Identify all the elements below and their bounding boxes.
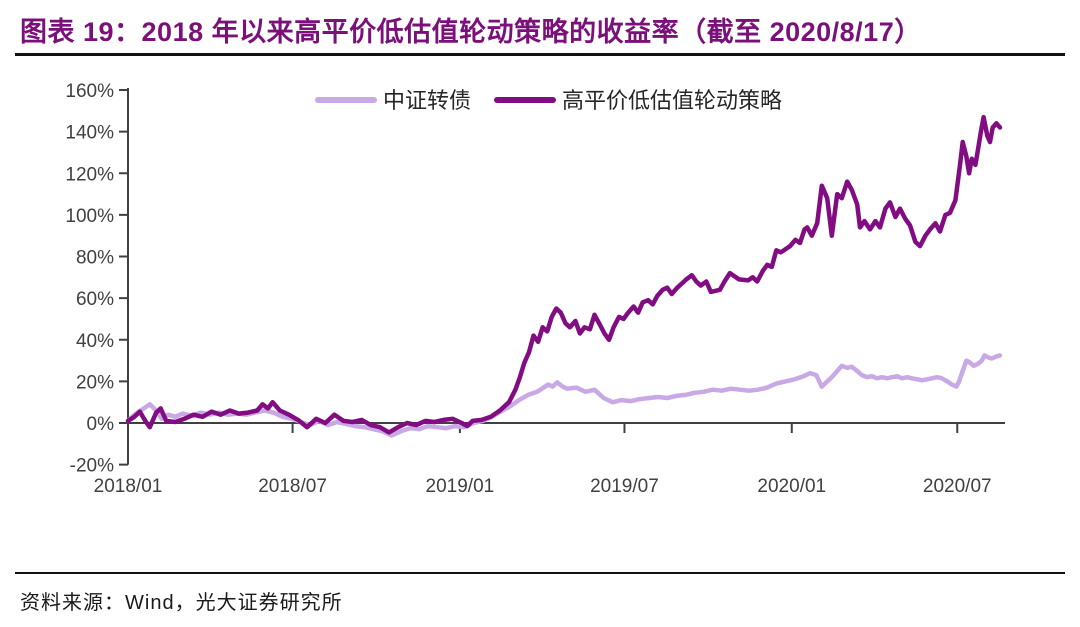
title-divider xyxy=(15,53,1065,56)
chart-legend: 中证转债 高平价低估值轮动策略 xyxy=(315,88,782,113)
chart-series xyxy=(125,114,1003,438)
x-tick-label: 2019/07 xyxy=(590,476,659,497)
source-note: 资料来源：Wind，光大证券研究所 xyxy=(20,592,343,614)
legend-label-csi-bond: 中证转债 xyxy=(383,88,471,113)
y-tick-label: 160% xyxy=(65,81,114,102)
legend-label-strategy: 高平价低估值轮动策略 xyxy=(562,88,782,113)
x-tick-label: 2018/07 xyxy=(258,476,327,497)
chart-axes: -20% 0% 20% 40% 60% 80% 100% 120% 140% 160% 2018/0… xyxy=(65,81,1005,497)
y-tick-label: 60% xyxy=(76,289,114,310)
y-tick-label: 120% xyxy=(65,164,114,185)
y-tick-label: 80% xyxy=(76,248,114,269)
y-tick-label: 140% xyxy=(65,123,114,144)
x-tick-label: 2018/01 xyxy=(94,476,163,497)
y-tick-label: 20% xyxy=(76,372,114,393)
x-tick-label: 2019/01 xyxy=(426,476,495,497)
x-tick-label: 2020/07 xyxy=(923,476,992,497)
y-tick-label: 100% xyxy=(65,206,114,227)
y-tick-label: 40% xyxy=(76,331,114,352)
figure-title: 图表 19：2018 年以来高平价低估值轮动策略的收益率（截至 2020/8/1… xyxy=(20,17,922,47)
series-line-strategy xyxy=(125,114,1003,435)
x-tick-label: 2020/01 xyxy=(757,476,826,497)
y-tick-label: -20% xyxy=(70,456,114,477)
footer-divider xyxy=(15,572,1065,574)
y-tick-label: 0% xyxy=(87,414,115,435)
